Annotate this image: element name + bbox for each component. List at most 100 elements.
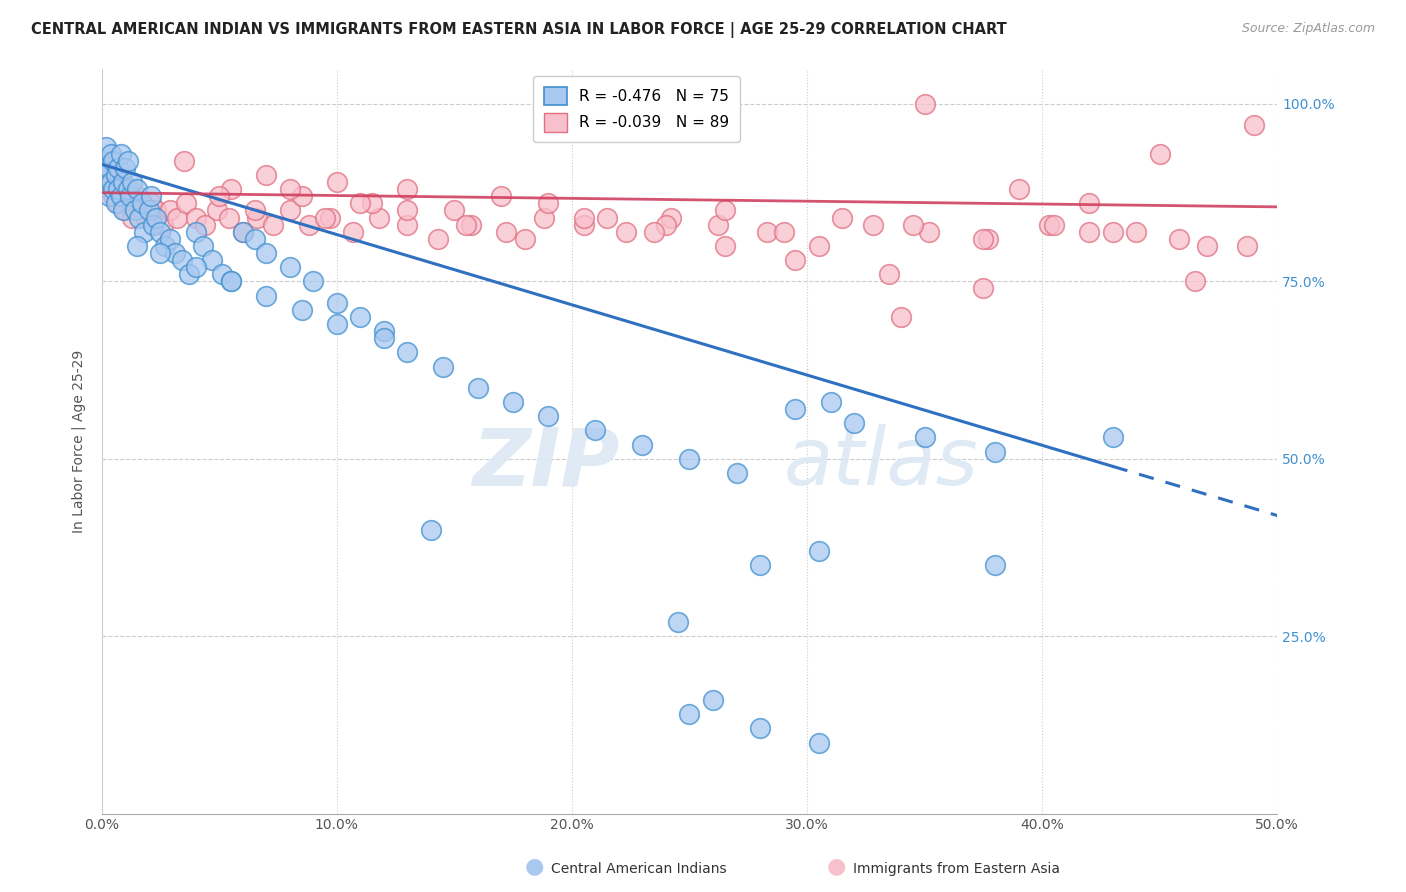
Point — [114, 161, 136, 175]
Point — [914, 430, 936, 444]
Point — [163, 246, 186, 260]
Point — [972, 232, 994, 246]
Point — [124, 203, 146, 218]
Point — [103, 182, 125, 196]
Point — [184, 211, 207, 225]
Point — [125, 182, 148, 196]
Point — [373, 331, 395, 345]
Text: ●: ● — [827, 856, 846, 876]
Point — [432, 359, 454, 374]
Point — [756, 225, 779, 239]
Point — [1167, 232, 1189, 246]
Point — [326, 295, 349, 310]
Point — [104, 175, 127, 189]
Point — [219, 182, 242, 196]
Point — [211, 267, 233, 281]
Point — [785, 402, 807, 417]
Point — [749, 722, 772, 736]
Point — [254, 168, 277, 182]
Point — [419, 523, 441, 537]
Point — [643, 225, 665, 239]
Point — [100, 175, 122, 189]
Point — [1125, 225, 1147, 239]
Point — [166, 211, 188, 225]
Point — [537, 409, 560, 424]
Point — [246, 211, 269, 225]
Point — [159, 203, 181, 218]
Point — [177, 267, 200, 281]
Text: Source: ZipAtlas.com: Source: ZipAtlas.com — [1241, 22, 1375, 36]
Point — [706, 218, 728, 232]
Point — [93, 161, 115, 175]
Point — [97, 189, 120, 203]
Point — [297, 218, 319, 232]
Point — [655, 218, 678, 232]
Point — [107, 161, 129, 175]
Point — [443, 203, 465, 218]
Point — [1078, 196, 1101, 211]
Point — [342, 225, 364, 239]
Point — [772, 225, 794, 239]
Point — [149, 246, 172, 260]
Point — [1101, 430, 1123, 444]
Point — [373, 324, 395, 338]
Text: ●: ● — [524, 856, 544, 876]
Point — [205, 203, 228, 218]
Point — [1008, 182, 1031, 196]
Legend: R = -0.476   N = 75, R = -0.039   N = 89: R = -0.476 N = 75, R = -0.039 N = 89 — [533, 76, 740, 143]
Point — [131, 196, 153, 211]
Point — [118, 196, 141, 211]
Text: Immigrants from Eastern Asia: Immigrants from Eastern Asia — [853, 862, 1060, 876]
Point — [491, 189, 513, 203]
Point — [262, 218, 284, 232]
Point — [1078, 225, 1101, 239]
Point — [807, 735, 830, 749]
Point — [725, 466, 748, 480]
Point — [103, 189, 125, 203]
Point — [862, 218, 884, 232]
Point — [596, 211, 619, 225]
Point — [302, 274, 325, 288]
Point — [396, 182, 419, 196]
Point — [977, 232, 1000, 246]
Point — [842, 417, 865, 431]
Point — [107, 196, 129, 211]
Point — [1101, 225, 1123, 239]
Point — [153, 239, 176, 253]
Point — [807, 239, 830, 253]
Point — [460, 218, 482, 232]
Point — [111, 203, 134, 218]
Point — [139, 189, 162, 203]
Point — [104, 196, 127, 211]
Point — [456, 218, 478, 232]
Point — [495, 225, 517, 239]
Point — [96, 168, 118, 182]
Point — [614, 225, 637, 239]
Point — [135, 211, 157, 225]
Point — [396, 203, 419, 218]
Point — [349, 196, 371, 211]
Point — [117, 182, 139, 196]
Point — [831, 211, 853, 225]
Point — [100, 168, 122, 182]
Point — [914, 97, 936, 112]
Point — [219, 274, 242, 288]
Point — [111, 189, 134, 203]
Point — [319, 211, 342, 225]
Point — [278, 260, 301, 275]
Point — [631, 437, 654, 451]
Point — [984, 444, 1007, 458]
Point — [513, 232, 536, 246]
Point — [128, 211, 150, 225]
Point — [145, 211, 167, 225]
Point — [121, 211, 143, 225]
Point — [984, 558, 1007, 573]
Point — [678, 451, 700, 466]
Point — [176, 196, 198, 211]
Point — [702, 693, 724, 707]
Point — [254, 246, 277, 260]
Point — [785, 253, 807, 268]
Point — [918, 225, 941, 239]
Point — [110, 146, 132, 161]
Point — [243, 203, 266, 218]
